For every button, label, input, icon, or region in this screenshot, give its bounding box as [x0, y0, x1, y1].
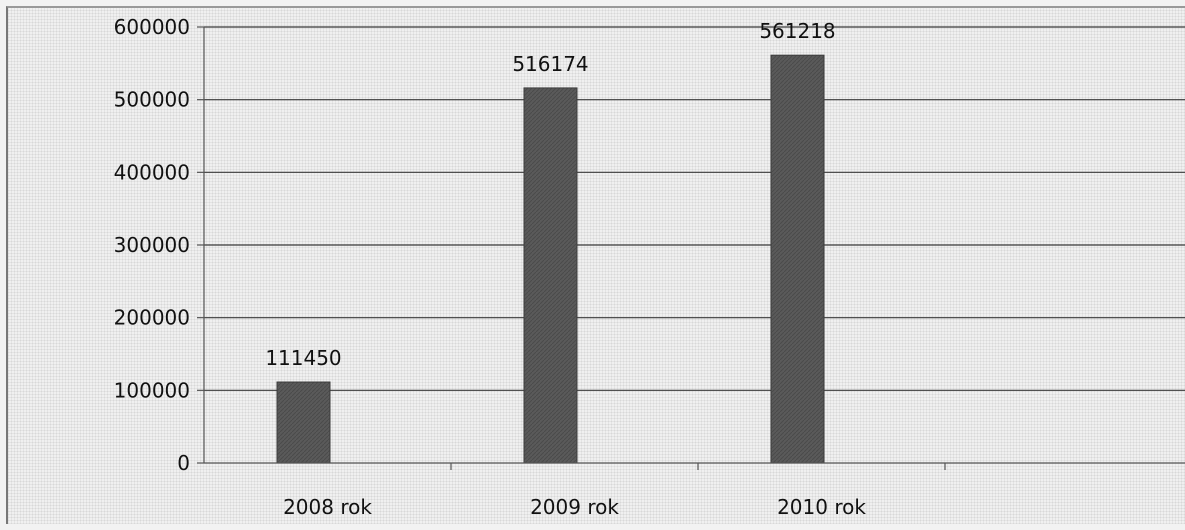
bar [276, 381, 331, 464]
x-category-label: 2008 rok [283, 495, 372, 519]
y-tick-label: 300000 [114, 233, 190, 257]
data-label: 561218 [759, 19, 835, 43]
y-tick-label: 200000 [114, 306, 190, 330]
x-category-label: 2009 rok [530, 495, 619, 519]
gridlines [204, 26, 1185, 391]
y-tick-label: 100000 [114, 378, 190, 402]
y-tick-label: 0 [177, 451, 190, 475]
y-tick-label: 600000 [114, 15, 190, 39]
data-label: 516174 [512, 52, 588, 76]
bar [770, 54, 825, 464]
labels: 0 100000 200000 300000 400000 500000 600000 111… [114, 15, 867, 519]
bars [276, 54, 825, 464]
bar [523, 87, 578, 464]
y-tick-label: 400000 [114, 160, 190, 184]
y-tick-label: 500000 [114, 88, 190, 112]
x-category-label: 2010 rok [777, 495, 866, 519]
axes [197, 26, 1185, 470]
data-label: 111450 [265, 346, 341, 370]
